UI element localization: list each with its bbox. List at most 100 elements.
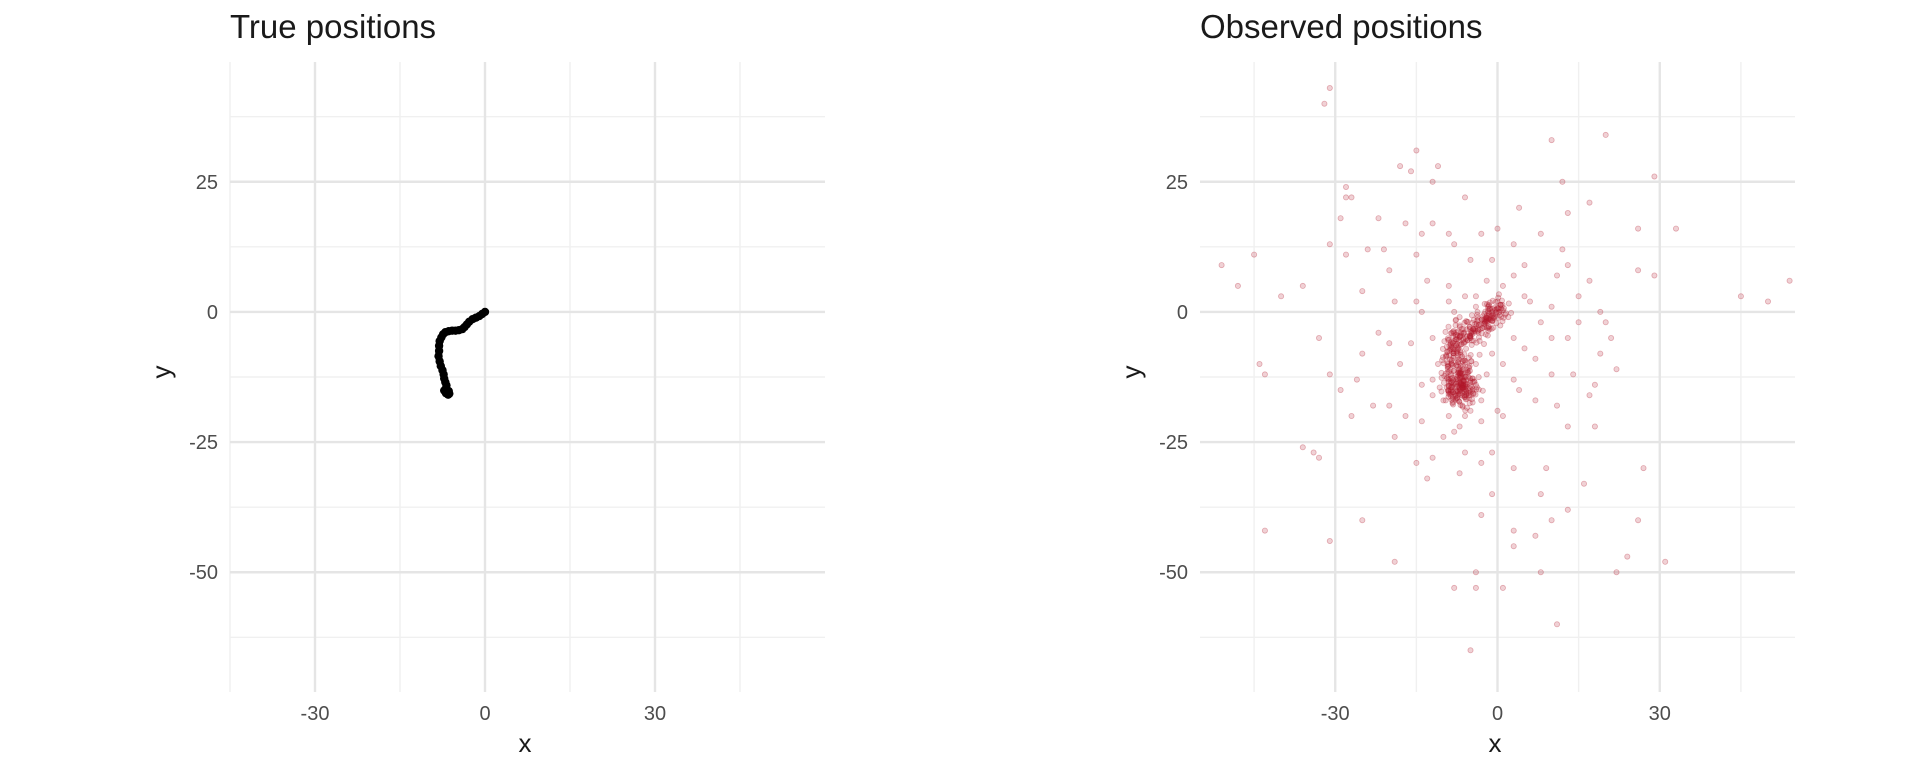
data-point [1463,404,1470,411]
data-point [1467,332,1474,339]
data-point [1457,386,1464,393]
data-point [1474,328,1481,335]
data-point [1472,360,1479,367]
data-point [1481,340,1488,347]
data-point [1456,398,1463,405]
data-point [1459,384,1466,391]
data-point [1448,345,1455,352]
data-point [1455,369,1462,376]
data-point [1484,318,1491,325]
data-point [1462,359,1469,366]
data-point [1251,251,1258,258]
data-point [1445,282,1452,289]
data-point [1613,366,1620,373]
data-point [1445,388,1452,395]
data-point [1465,354,1472,361]
data-point [1467,377,1474,384]
data-point [1455,391,1462,398]
data-point [1446,382,1453,389]
data-point [1537,319,1544,326]
data-point [1443,353,1450,360]
data-point [1453,331,1460,338]
data-point [1429,392,1436,399]
data-point [1450,367,1457,374]
data-point [1786,277,1793,284]
data-point [1468,329,1475,336]
data-point [1459,384,1466,391]
data-point [1482,318,1489,325]
data-point [1321,100,1328,107]
data-point [1468,396,1475,403]
data-point [1466,392,1473,399]
data-point [1510,543,1517,550]
data-point [1456,388,1463,395]
data-point [1460,330,1467,337]
data-point [1450,350,1457,357]
data-point [1467,333,1474,340]
data-point [1481,320,1488,327]
data-point [1445,335,1452,342]
data-point [1494,298,1501,305]
data-point [1575,293,1582,300]
data-point [1444,348,1451,355]
data-point [1445,368,1452,375]
data-point [1478,321,1485,328]
data-point [1442,328,1449,335]
data-point [1453,349,1460,356]
data-point [1495,314,1502,321]
data-point [1486,310,1493,317]
data-point [1460,376,1467,383]
data-point [1469,375,1476,382]
data-point [1478,330,1485,337]
data-point [1456,381,1463,388]
data-point [1454,396,1461,403]
data-point [1481,320,1488,327]
data-point [1521,262,1528,269]
data-point [1483,314,1490,321]
data-point [1441,372,1448,379]
data-point [1473,386,1480,393]
data-point [1463,345,1470,352]
data-point [1429,334,1436,341]
data-point [1450,350,1457,357]
data-point [1474,326,1481,333]
data-point [1413,251,1420,258]
data-point [1440,354,1447,361]
data-point [1455,367,1462,374]
data-point [1455,337,1462,344]
data-point [1483,324,1490,331]
data-point [1445,393,1452,400]
data-point [1450,350,1457,357]
data-point [1449,374,1456,381]
data-point [1455,372,1462,379]
data-point [1459,353,1466,360]
data-point [1608,334,1615,341]
data-point [1408,340,1415,347]
data-point [1602,319,1609,326]
data-point [1418,418,1425,425]
data-point [1463,383,1470,390]
data-point [1502,311,1509,318]
data-point [1591,423,1598,430]
data-point [1489,314,1496,321]
data-point [1492,306,1499,313]
data-point [1469,331,1476,338]
data-point [1586,199,1593,206]
data-point [1482,314,1489,321]
data-point [1447,388,1454,395]
data-point [1460,357,1467,364]
data-point [1461,392,1468,399]
data-point [1459,403,1466,410]
data-point [1481,316,1488,323]
data-point [1469,386,1476,393]
data-point [1467,256,1474,263]
data-point [1397,163,1404,170]
data-point [1444,369,1451,376]
data-point [1498,313,1505,320]
data-point [1505,300,1512,307]
data-point [1445,230,1452,237]
data-point [1468,328,1475,335]
data-point [1450,377,1457,384]
data-point [1445,375,1452,382]
data-point [1532,397,1539,404]
